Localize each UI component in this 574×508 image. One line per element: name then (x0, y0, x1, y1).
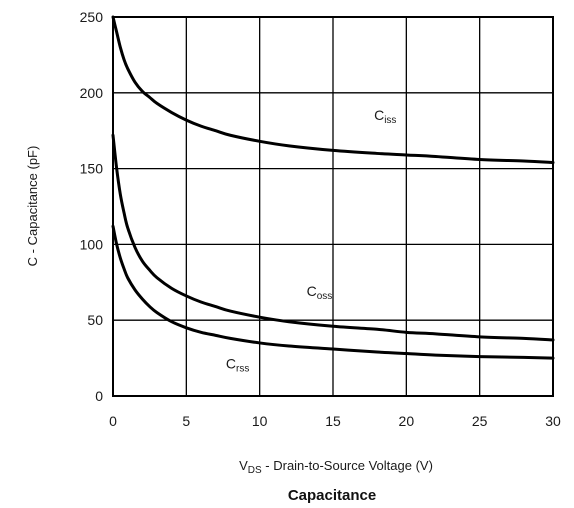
x-axis-ticks: 0 5 10 15 20 25 30 (109, 413, 561, 429)
series-label-main: C (374, 107, 384, 123)
y-axis-label: C - Capacitance (pF) (25, 146, 40, 267)
series-label-main: C (226, 356, 236, 372)
y-tick-label-250: 250 (80, 9, 104, 25)
y-tick-label-0: 0 (95, 388, 103, 404)
x-tick-label-25: 25 (472, 413, 488, 429)
x-axis-label-main: V (239, 458, 248, 473)
x-axis-label-rest: - Drain-to-Source Voltage (V) (262, 458, 433, 473)
x-tick-label-0: 0 (109, 413, 117, 429)
series-label-sub: iss (384, 115, 396, 126)
y-tick-label-200: 200 (80, 85, 104, 101)
series-line-crss (111, 224, 555, 360)
series-curves (111, 15, 555, 360)
series-label-coss: Coss (307, 283, 333, 302)
y-axis-ticks: 0 50 100 150 200 250 (80, 9, 104, 404)
y-tick-label-100: 100 (80, 236, 104, 252)
plot-frame (112, 16, 554, 397)
x-tick-label-20: 20 (399, 413, 415, 429)
x-axis-label: VDS - Drain-to-Source Voltage (V) (239, 458, 433, 476)
series-label-main: C (307, 283, 317, 299)
series-line-ciss (111, 15, 555, 165)
x-tick-label-10: 10 (252, 413, 268, 429)
series-label-crss: Crss (226, 356, 249, 375)
series-line-coss (111, 133, 555, 342)
x-tick-label-15: 15 (325, 413, 341, 429)
y-tick-label-50: 50 (87, 312, 103, 328)
grid-lines (113, 17, 553, 396)
x-tick-label-30: 30 (545, 413, 561, 429)
x-axis-label-sub: DS (248, 465, 262, 476)
chart-title: Capacitance (288, 487, 376, 504)
series-label-ciss: Ciss (374, 107, 396, 126)
series-label-sub: rss (236, 364, 249, 375)
y-tick-label-150: 150 (80, 161, 104, 177)
x-tick-label-5: 5 (182, 413, 190, 429)
series-label-sub: oss (317, 291, 333, 302)
